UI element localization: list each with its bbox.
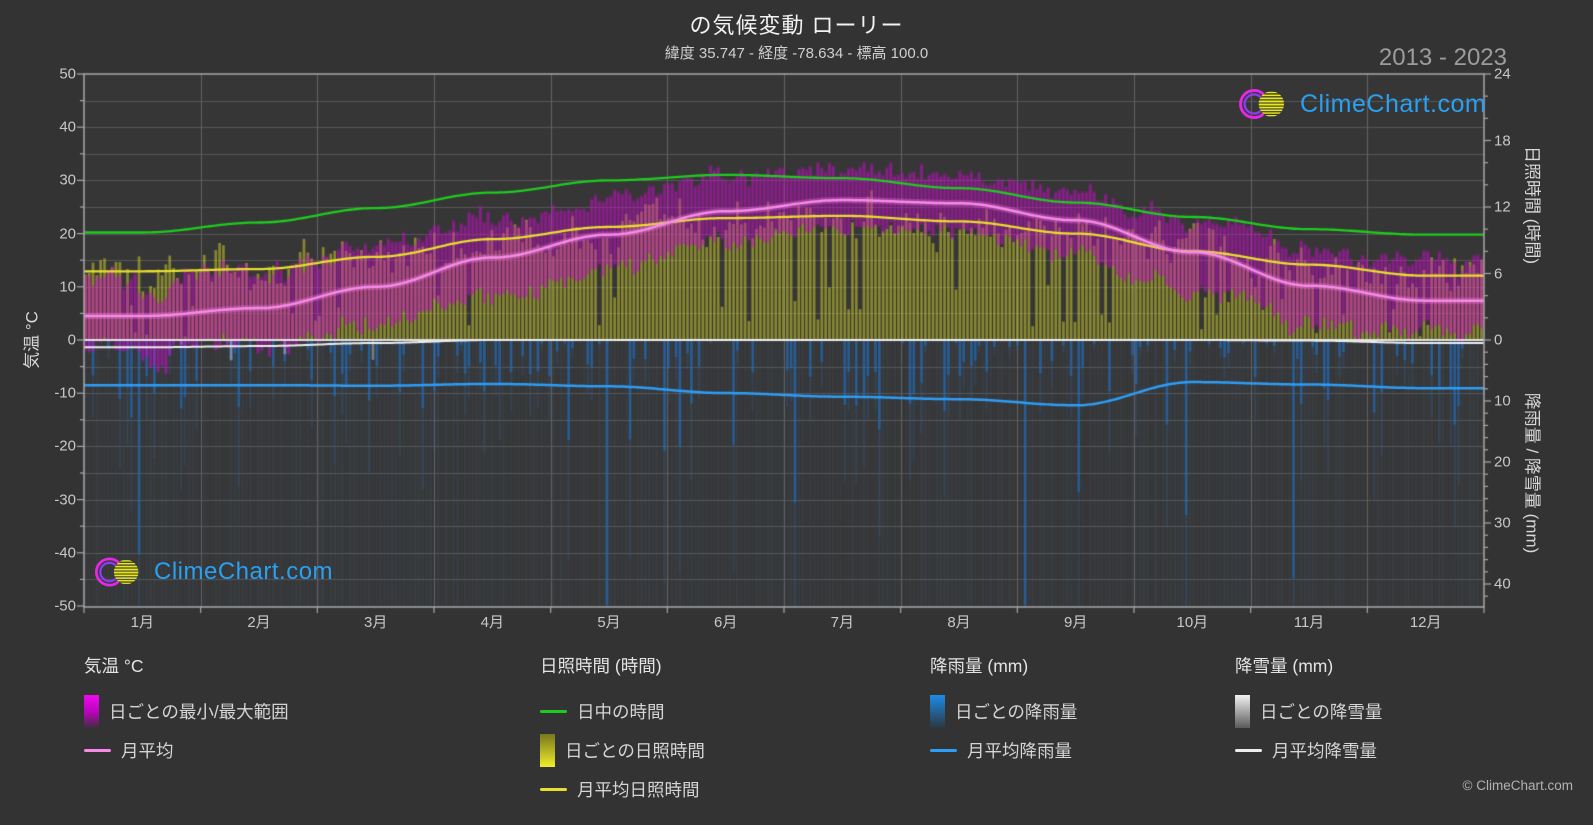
watermark-text: ClimeChart.com: [1300, 89, 1487, 118]
temp-range-swatch: [84, 695, 99, 728]
snow-daily-swatch: [1235, 695, 1250, 728]
legend-section-title: 日照時間 (時間): [540, 656, 662, 676]
rain-tick-label: 30: [1494, 514, 1511, 532]
page-title: の気候変動 ローリー: [689, 13, 904, 38]
temp-tick-label: -10: [54, 384, 76, 402]
month-tick-label: 1月: [130, 614, 154, 631]
climechart-logo-icon: [94, 557, 139, 587]
sunshine-mean-swatch: [540, 788, 567, 791]
daylight-swatch: [540, 710, 567, 713]
legend-item: 月平均: [84, 731, 174, 770]
legend-item-label: 日中の時間: [577, 702, 665, 722]
climechart-logo-icon: [1239, 88, 1285, 120]
temp-tick-label: 30: [59, 171, 76, 189]
legend-item: 月平均降雪量: [1235, 731, 1377, 770]
month-tick-label: 11月: [1293, 614, 1325, 631]
snow-mean-swatch: [1235, 749, 1262, 752]
legend-item-label: 日ごとの最小/最大範囲: [109, 702, 289, 722]
month-tick-label: 4月: [480, 614, 504, 631]
month-tick-label: 3月: [363, 614, 388, 631]
rain-mean-swatch: [930, 749, 957, 752]
legend-item-label: 日ごとの日照時間: [565, 741, 705, 761]
legend-section-title: 降雨量 (mm): [930, 656, 1029, 676]
sunshine-tick-label: 24: [1494, 65, 1511, 83]
temp-tick-label: 0: [67, 331, 76, 349]
legend-item-label: 月平均降雪量: [1272, 741, 1377, 761]
temp-tick-label: 50: [59, 65, 76, 83]
temp-tick-label: -30: [54, 491, 76, 509]
month-tick-label: 8月: [947, 614, 971, 631]
copyright: © ClimeChart.com: [1462, 778, 1573, 793]
legend-item-label: 月平均降雨量: [967, 741, 1072, 761]
month-tick-label: 2月: [247, 614, 271, 631]
legend-item-label: 日ごとの降雪量: [1260, 702, 1383, 722]
page-subtitle: 緯度 35.747 - 経度 -78.634 - 標高 100.0: [664, 45, 929, 62]
legend-item: 日中の時間: [540, 692, 665, 731]
sunshine-tick-label: 0: [1494, 331, 1503, 349]
temp-tick-label: 20: [59, 225, 76, 243]
legend-section-title: 降雪量 (mm): [1235, 656, 1334, 676]
month-tick-label: 10月: [1176, 614, 1209, 631]
temp-tick-label: 10: [59, 278, 76, 296]
sunshine-tick-label: 18: [1494, 132, 1511, 149]
month-tick-label: 6月: [713, 614, 738, 631]
legend-item: 日ごとの最小/最大範囲: [84, 692, 289, 731]
legend-item: 月平均日照時間: [540, 770, 700, 809]
month-tick-label: 12月: [1409, 614, 1442, 631]
temp-tick-label: -50: [54, 597, 76, 615]
period-range: 2013 - 2023: [1378, 44, 1507, 71]
temp-tick-label: -20: [54, 437, 76, 455]
rain-tick-label: 40: [1494, 575, 1511, 593]
legend-item-label: 月平均: [121, 741, 174, 761]
legend-item-label: 月平均日照時間: [577, 780, 700, 800]
temp-mean-swatch: [84, 749, 111, 752]
temp-tick-label: 40: [59, 118, 76, 136]
sunshine-tick-label: 6: [1494, 265, 1503, 282]
rain-tick-label: 20: [1494, 453, 1511, 471]
sunshine-tick-label: 12: [1494, 198, 1511, 216]
watermark-logo-top: ClimeChart.com: [1236, 84, 1486, 124]
rain-tick-label: 10: [1494, 392, 1511, 410]
sunshine-daily-swatch: [540, 734, 555, 767]
legend-item: 月平均降雨量: [930, 731, 1072, 770]
legend-item: 日ごとの降雪量: [1235, 692, 1382, 731]
rain-daily-swatch: [930, 695, 945, 728]
legend-section-title: 気温 °C: [84, 656, 144, 676]
watermark-logo-bottom: ClimeChart.com: [92, 553, 333, 591]
watermark-text: ClimeChart.com: [154, 558, 334, 585]
month-tick-label: 7月: [830, 614, 854, 631]
legend-item: 日ごとの日照時間: [540, 731, 705, 770]
legend-item-label: 日ごとの降雨量: [955, 702, 1078, 722]
month-tick-label: 5月: [597, 614, 621, 631]
temp-tick-label: -40: [54, 544, 76, 562]
month-tick-label: 9月: [1063, 614, 1088, 631]
legend-item: 日ごとの降雨量: [930, 692, 1077, 731]
